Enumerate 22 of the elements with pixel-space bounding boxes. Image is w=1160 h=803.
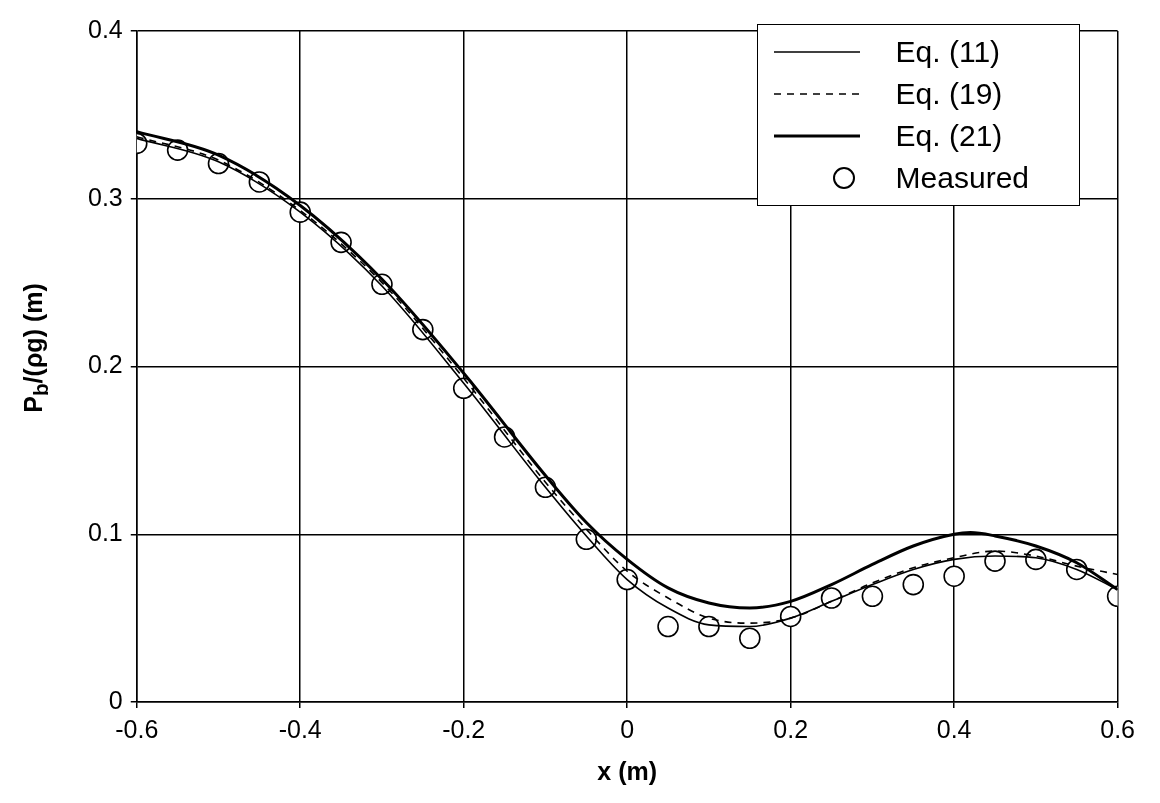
y-tick-label: 0.2 [87,350,123,379]
point [657,615,679,638]
x-tick-label: -0.6 [115,714,159,743]
point [902,573,925,596]
legend-label: Eq. (11) [895,35,1001,69]
x-tick-label: 0.4 [936,714,972,743]
x-tick-label: 0.6 [1100,714,1136,743]
x-tick-label: 0.2 [773,714,809,743]
y-tick-label: 0.1 [87,518,123,547]
y-tick-label: 0.3 [87,182,123,211]
x-tick-label: -0.2 [442,714,486,743]
point [861,585,884,608]
point [739,627,761,650]
y-tick-label: 0 [108,685,123,714]
legend-label: Measured [895,161,1029,195]
x-tick-label: -0.4 [278,714,322,743]
y-tick-label: 0.4 [87,14,123,43]
x-tick-label: 0 [620,714,635,743]
legend-label: Eq. (21) [895,119,1003,153]
x-axis-title: x (m) [597,756,658,785]
point [943,565,965,587]
legend-label: Eq. (19) [895,77,1003,111]
